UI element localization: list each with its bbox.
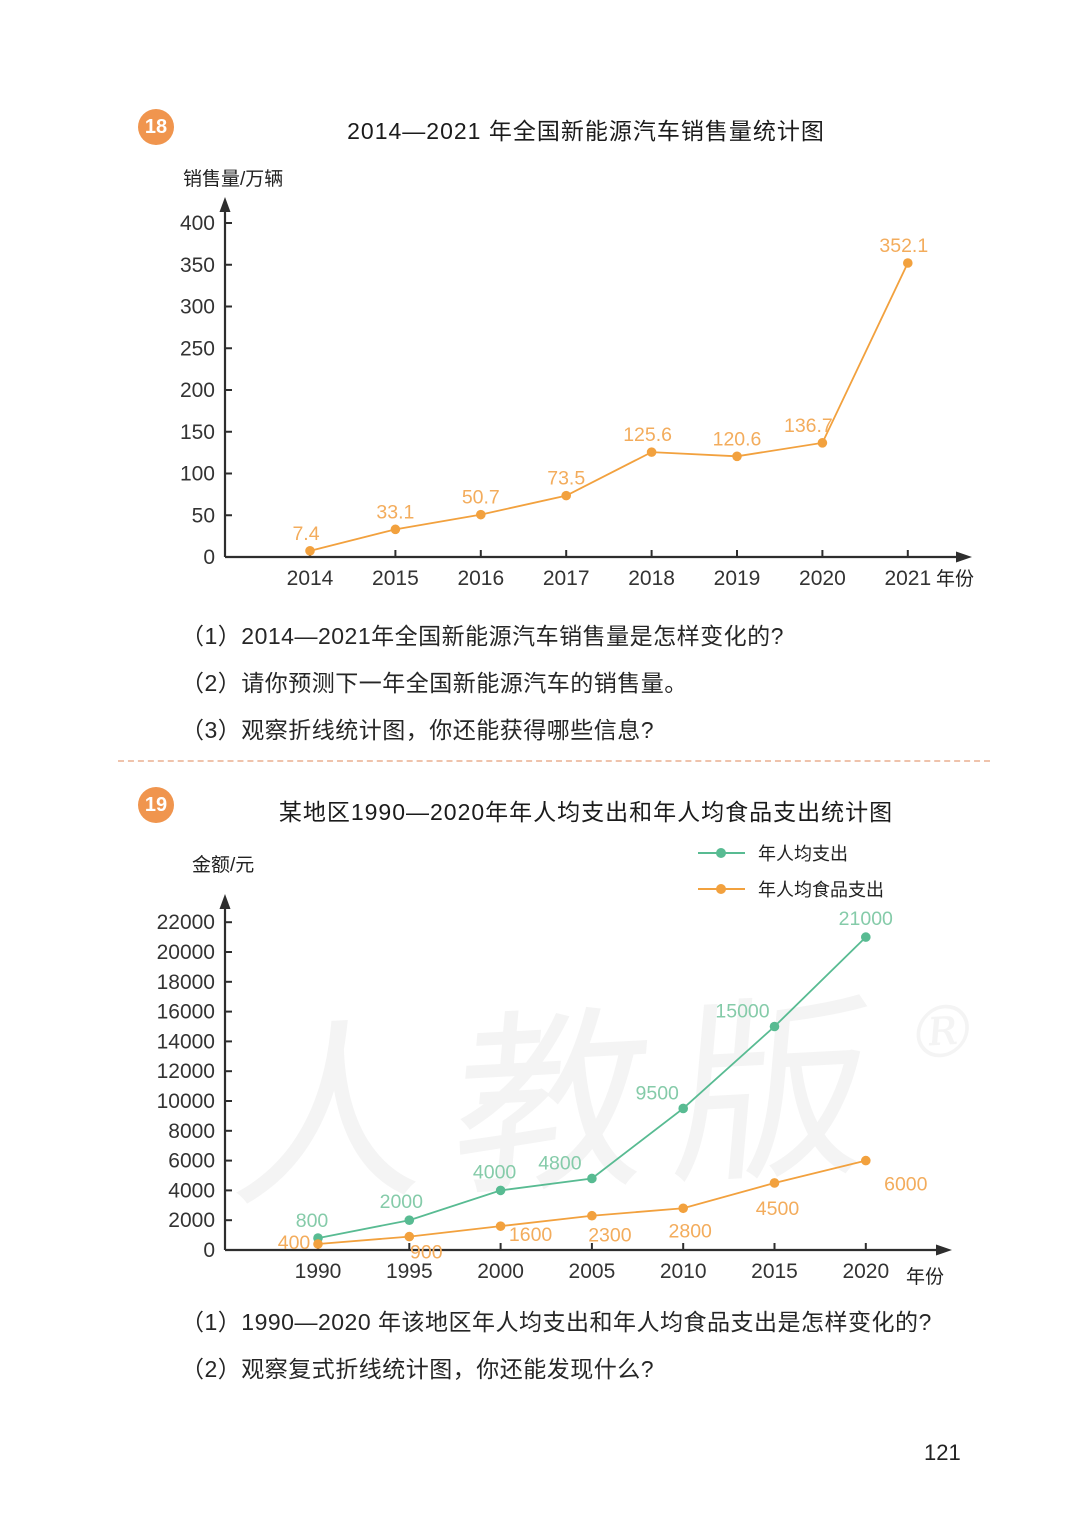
svg-text:300: 300 <box>180 296 215 319</box>
svg-text:73.5: 73.5 <box>547 468 585 490</box>
svg-text:2800: 2800 <box>669 1220 713 1242</box>
svg-text:33.1: 33.1 <box>376 501 414 523</box>
svg-text:1600: 1600 <box>509 1224 553 1246</box>
svg-text:350: 350 <box>180 254 215 277</box>
svg-text:50: 50 <box>192 504 215 527</box>
svg-text:4800: 4800 <box>538 1152 582 1174</box>
svg-text:2300: 2300 <box>588 1225 632 1247</box>
per-capita-expenditure-dual-line-chart: 0 2000 4000 6000 8000 10000 12000 14000 16000 180… <box>157 894 952 1283</box>
chart-1-x-axis-label: 年份 <box>936 569 975 590</box>
svg-text:200: 200 <box>180 379 215 402</box>
svg-text:136.7: 136.7 <box>784 415 833 437</box>
svg-text:100: 100 <box>180 463 215 486</box>
svg-text:2005: 2005 <box>569 1260 616 1283</box>
green-dot-icon <box>716 848 726 858</box>
svg-text:14000: 14000 <box>157 1030 215 1053</box>
svg-text:2015: 2015 <box>372 567 419 590</box>
svg-text:9500: 9500 <box>636 1082 680 1104</box>
svg-text:2015: 2015 <box>751 1260 798 1283</box>
svg-text:7.4: 7.4 <box>292 523 319 545</box>
legend-label: 年人均支出 <box>758 844 848 864</box>
svg-text:15000: 15000 <box>715 1001 769 1023</box>
chart-2-x-axis-label: 年份 <box>906 1267 945 1288</box>
svg-text:8000: 8000 <box>168 1120 215 1143</box>
svg-text:150: 150 <box>180 421 215 444</box>
chart-2-y-axis-label: 金额/元 <box>192 855 255 876</box>
problem-19-questions: （1）1990—2020 年该地区年人均支出和年人均食品支出是怎样变化的? （2… <box>181 1299 932 1393</box>
svg-text:4000: 4000 <box>168 1179 215 1202</box>
question-line: （1）2014—2021年全国新能源汽车销售量是怎样变化的? <box>181 623 784 649</box>
svg-text:2014: 2014 <box>287 567 334 590</box>
svg-text:21000: 21000 <box>839 908 893 930</box>
svg-text:120.6: 120.6 <box>713 428 762 450</box>
svg-text:10000: 10000 <box>157 1090 215 1113</box>
svg-text:2000: 2000 <box>380 1191 424 1213</box>
question-line: （1）1990—2020 年该地区年人均支出和年人均食品支出是怎样变化的? <box>181 1309 932 1335</box>
svg-text:6000: 6000 <box>884 1174 928 1196</box>
orange-line-swatch <box>698 884 745 894</box>
svg-text:4500: 4500 <box>756 1198 800 1220</box>
svg-text:2017: 2017 <box>543 567 590 590</box>
svg-text:4000: 4000 <box>473 1161 517 1183</box>
svg-text:22000: 22000 <box>157 911 215 934</box>
section-divider <box>118 760 990 762</box>
svg-text:2000: 2000 <box>168 1209 215 1232</box>
question-line: （2）请你预测下一年全国新能源汽车的销售量。 <box>181 670 688 696</box>
svg-text:20000: 20000 <box>157 941 215 964</box>
chart-1-title: 2014—2021 年全国新能源汽车销售量统计图 <box>347 118 825 144</box>
svg-text:2020: 2020 <box>799 567 846 590</box>
svg-text:18000: 18000 <box>157 971 215 994</box>
svg-text:16000: 16000 <box>157 1001 215 1024</box>
svg-text:0: 0 <box>203 546 215 569</box>
chart-2-title: 某地区1990—2020年年人均支出和年人均食品支出统计图 <box>278 799 894 825</box>
svg-text:2010: 2010 <box>660 1260 707 1283</box>
svg-text:50.7: 50.7 <box>462 487 500 509</box>
svg-text:400: 400 <box>278 1232 311 1254</box>
problem-19-badge: 19 <box>138 787 174 823</box>
legend-item-expenditure: 年人均支出 <box>698 840 884 866</box>
svg-text:2000: 2000 <box>477 1260 524 1283</box>
question-line: （2）观察复式折线统计图，你还能发现什么? <box>181 1356 655 1382</box>
svg-text:2018: 2018 <box>628 567 675 590</box>
svg-text:2020: 2020 <box>842 1260 889 1283</box>
svg-text:400: 400 <box>180 212 215 235</box>
question-line: （3）观察折线统计图，你还能获得哪些信息? <box>181 717 655 743</box>
green-line-swatch <box>698 848 745 858</box>
svg-text:1990: 1990 <box>295 1260 342 1283</box>
svg-text:12000: 12000 <box>157 1060 215 1083</box>
legend-label: 年人均食品支出 <box>758 880 884 900</box>
svg-text:800: 800 <box>296 1210 329 1232</box>
svg-text:2016: 2016 <box>457 567 504 590</box>
svg-text:352.1: 352.1 <box>879 235 928 257</box>
new-energy-vehicle-sales-line-chart: 0 50 100 150 200 250 300 350 400 2014 2015 2016 2017… <box>180 197 972 590</box>
svg-text:2019: 2019 <box>714 567 761 590</box>
svg-text:125.6: 125.6 <box>623 424 672 446</box>
chart-legend: 年人均支出 年人均食品支出 <box>698 840 884 902</box>
orange-dot-icon <box>716 884 726 894</box>
svg-text:1995: 1995 <box>386 1260 433 1283</box>
problem-18-questions: （1）2014—2021年全国新能源汽车销售量是怎样变化的? （2）请你预测下一… <box>181 613 784 754</box>
svg-text:250: 250 <box>180 337 215 360</box>
legend-item-food-expenditure: 年人均食品支出 <box>698 876 884 902</box>
svg-text:0: 0 <box>203 1239 215 1262</box>
svg-text:2021: 2021 <box>884 567 931 590</box>
svg-text:900: 900 <box>410 1242 443 1264</box>
page-number: 121 <box>924 1440 961 1465</box>
chart-1-y-axis-label: 销售量/万辆 <box>183 169 284 190</box>
problem-18-badge: 18 <box>138 109 174 145</box>
svg-text:6000: 6000 <box>168 1150 215 1173</box>
